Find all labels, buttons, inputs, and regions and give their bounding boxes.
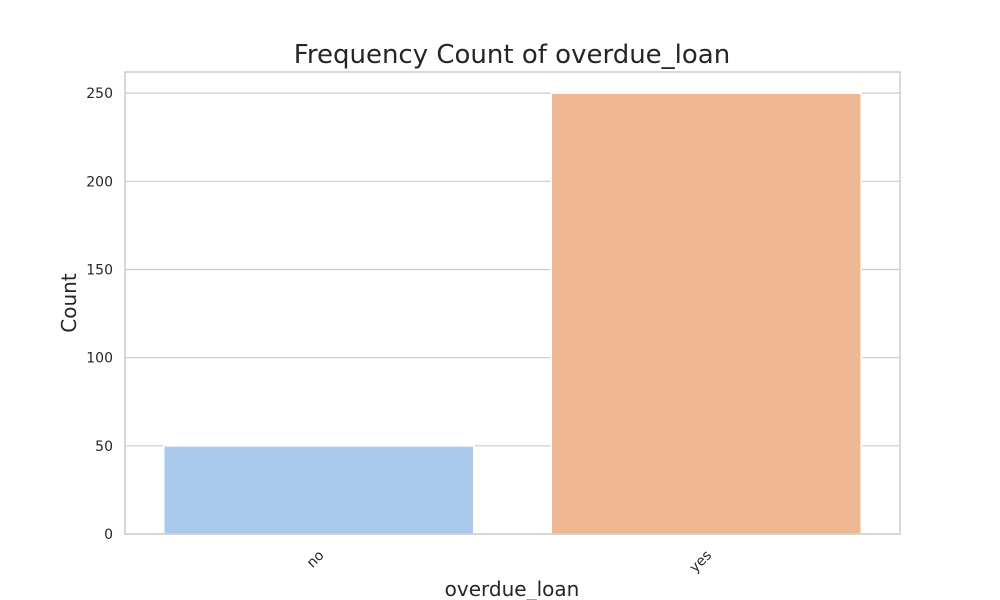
x-tick-labels: no yes xyxy=(304,548,715,576)
y-tick-label: 200 xyxy=(86,174,113,190)
x-tick-label-yes: yes xyxy=(687,548,715,576)
y-tick-label: 50 xyxy=(95,439,113,455)
bar-yes xyxy=(550,92,862,535)
y-axis-label: Count xyxy=(57,273,81,333)
plot-frame xyxy=(124,71,901,535)
x-tick-label-no: no xyxy=(304,548,328,572)
y-tick-label: 150 xyxy=(86,262,113,278)
y-tick-labels: 0 50 100 150 200 250 xyxy=(86,86,113,543)
bars xyxy=(163,92,862,535)
y-tick-label: 100 xyxy=(86,351,113,367)
y-tick-label: 250 xyxy=(86,86,113,102)
bar-no xyxy=(163,445,475,535)
chart-title: Frequency Count of overdue_loan xyxy=(294,40,730,70)
x-axis-label: overdue_loan xyxy=(445,577,580,600)
y-tick-label: 0 xyxy=(104,527,113,543)
